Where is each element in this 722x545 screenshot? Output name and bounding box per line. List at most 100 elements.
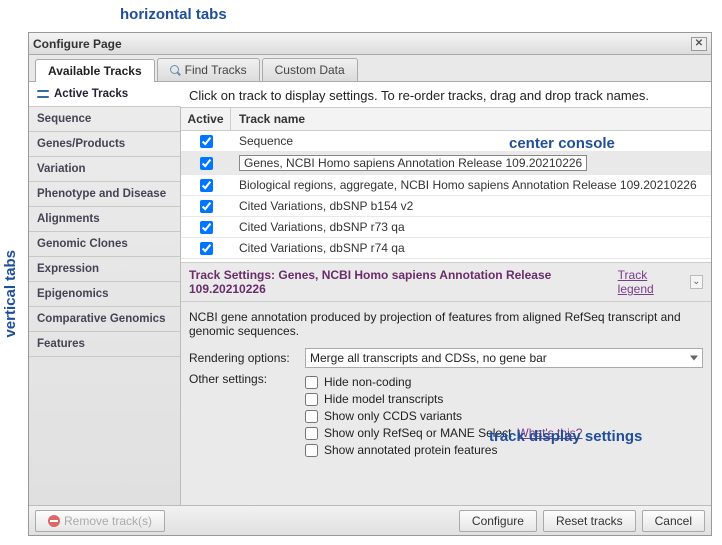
table-row[interactable]: Sequence (181, 131, 711, 152)
checkbox-hide-noncoding[interactable] (305, 376, 318, 389)
tab-find-tracks[interactable]: Find Tracks (157, 58, 260, 81)
table-row[interactable]: Cited Variations, dbSNP b154 v2 (181, 196, 711, 217)
col-header-trackname[interactable]: Track name (231, 108, 711, 130)
checkbox-ccds[interactable] (305, 410, 318, 423)
search-icon (170, 65, 181, 76)
track-active-checkbox[interactable] (200, 242, 213, 255)
option-hide-noncoding: Hide non-coding (305, 375, 703, 389)
option-label: Show only CCDS variants (324, 409, 462, 423)
sidebar-item-comparative-genomics[interactable]: Comparative Genomics (29, 307, 180, 332)
cancel-button[interactable]: Cancel (642, 510, 705, 532)
window-titlebar: Configure Page ✕ (29, 33, 711, 55)
table-row[interactable]: Biological regions, aggregate, NCBI Homo… (181, 175, 711, 196)
checkbox-refseq-mane[interactable] (305, 427, 318, 440)
sidebar-item-label: Variation (37, 163, 86, 175)
table-row[interactable]: Genes, NCBI Homo sapiens Annotation Rele… (181, 152, 711, 175)
track-active-checkbox[interactable] (200, 200, 213, 213)
window-title: Configure Page (33, 37, 122, 51)
option-label: Show only RefSeq or MANE Select (324, 426, 511, 440)
row-checkbox-cell (181, 218, 231, 236)
option-ccds: Show only CCDS variants (305, 409, 703, 423)
button-label: Remove track(s) (64, 514, 152, 528)
configure-page-window: Configure Page ✕ Available Tracks Find T… (28, 32, 712, 536)
window-footer: Remove track(s) Configure Reset tracks C… (29, 505, 711, 535)
sidebar-item-label: Epigenomics (37, 288, 109, 300)
table-row[interactable]: Cited Variations, dbSNP r74 qa (181, 238, 711, 259)
sidebar-item-phenotype-and-disease[interactable]: Phenotype and Disease (29, 182, 180, 207)
tab-label: Find Tracks (185, 63, 247, 77)
sidebar-item-label: Phenotype and Disease (37, 188, 166, 200)
row-checkbox-cell (181, 154, 231, 172)
tab-available-tracks[interactable]: Available Tracks (35, 59, 155, 82)
center-console: Click on track to display settings. To r… (181, 82, 711, 505)
sidebar-item-label: Alignments (37, 213, 100, 225)
checkbox-protein-features[interactable] (305, 444, 318, 457)
expand-settings-icon[interactable]: ⌄ (690, 275, 703, 289)
sidebar-item-genomic-clones[interactable]: Genomic Clones (29, 232, 180, 257)
remove-icon (48, 515, 60, 527)
row-trackname-cell: Genes, NCBI Homo sapiens Annotation Rele… (231, 152, 711, 174)
sidebar-item-label: Genomic Clones (37, 238, 128, 250)
instruction-text: Click on track to display settings. To r… (181, 82, 711, 107)
track-name-text: Genes, NCBI Homo sapiens Annotation Rele… (239, 155, 587, 171)
remove-track-button[interactable]: Remove track(s) (35, 510, 165, 532)
track-table-body[interactable]: Sequence Genes, NCBI Homo sapiens Annotat… (181, 131, 711, 263)
sidebar-item-label: Sequence (37, 113, 91, 125)
track-description: NCBI gene annotation produced by project… (189, 310, 703, 338)
sidebar-item-sequence[interactable]: Sequence (29, 107, 180, 132)
sidebar-item-label: Features (37, 338, 85, 350)
row-checkbox-cell (181, 176, 231, 194)
row-trackname-cell: Cited Variations, dbSNP b154 v2 (231, 196, 711, 216)
sidebar-item-variation[interactable]: Variation (29, 157, 180, 182)
sidebar-item-alignments[interactable]: Alignments (29, 207, 180, 232)
track-legend-link[interactable]: Track legend (618, 268, 684, 296)
track-active-checkbox[interactable] (200, 179, 213, 192)
track-settings-title: Track Settings: Genes, NCBI Homo sapiens… (189, 268, 612, 296)
sidebar-item-label: Active Tracks (54, 88, 128, 100)
track-name-text: Cited Variations, dbSNP r74 qa (239, 241, 405, 255)
track-settings-header: Track Settings: Genes, NCBI Homo sapiens… (181, 263, 711, 302)
option-protein-features: Show annotated protein features (305, 443, 703, 457)
sidebar-item-features[interactable]: Features (29, 332, 180, 357)
rendering-options-row: Rendering options: Merge all transcripts… (189, 348, 703, 368)
sidebar-item-genes-products[interactable]: Genes/Products (29, 132, 180, 157)
track-name-text: Cited Variations, dbSNP b154 v2 (239, 199, 413, 213)
tab-custom-data[interactable]: Custom Data (262, 58, 358, 81)
sidebar-item-label: Comparative Genomics (37, 313, 165, 325)
track-name-text: Cited Variations, dbSNP r73 qa (239, 220, 405, 234)
table-row[interactable]: Cited Variations, dbSNP r73 qa (181, 217, 711, 238)
other-settings-label: Other settings: (189, 372, 299, 386)
sidebar-item-active-tracks[interactable]: Active Tracks (29, 82, 181, 107)
horizontal-tab-strip: Available Tracks Find Tracks Custom Data (29, 55, 711, 81)
tab-label: Custom Data (275, 63, 345, 77)
row-trackname-cell: Cited Variations, dbSNP r74 qa (231, 238, 711, 258)
track-settings-body: NCBI gene annotation produced by project… (181, 302, 711, 505)
option-label: Show annotated protein features (324, 443, 497, 457)
sidebar-item-label: Genes/Products (37, 138, 125, 150)
other-settings-row: Other settings: Hide non-coding Hide mod… (189, 372, 703, 460)
sidebar-item-label: Expression (37, 263, 99, 275)
checkbox-hide-model[interactable] (305, 393, 318, 406)
row-checkbox-cell (181, 239, 231, 257)
configure-button[interactable]: Configure (459, 510, 537, 532)
track-active-checkbox[interactable] (200, 221, 213, 234)
sidebar-item-epigenomics[interactable]: Epigenomics (29, 282, 180, 307)
track-active-checkbox[interactable] (200, 135, 213, 148)
rendering-options-select[interactable]: Merge all transcripts and CDSs, no gene … (305, 348, 703, 368)
whats-this-link[interactable]: What's this? (517, 426, 582, 440)
vertical-tab-strip: Active Tracks Sequence Genes/Products Varia… (29, 82, 181, 505)
annotation-vertical-tabs: vertical tabs (2, 250, 19, 338)
annotation-horizontal-tabs: horizontal tabs (120, 6, 227, 23)
close-icon[interactable]: ✕ (691, 37, 707, 51)
row-trackname-cell: Sequence (231, 131, 711, 151)
option-hide-model: Hide model transcripts (305, 392, 703, 406)
track-name-text: Biological regions, aggregate, NCBI Homo… (239, 178, 697, 192)
track-table-header: Active Track name (181, 107, 711, 131)
sidebar-item-expression[interactable]: Expression (29, 257, 180, 282)
option-label: Hide model transcripts (324, 392, 443, 406)
col-header-active[interactable]: Active (181, 108, 231, 130)
reset-tracks-button[interactable]: Reset tracks (543, 510, 636, 532)
track-active-checkbox[interactable] (200, 157, 213, 170)
track-name-text: Sequence (239, 134, 293, 148)
active-tracks-icon (37, 88, 49, 100)
